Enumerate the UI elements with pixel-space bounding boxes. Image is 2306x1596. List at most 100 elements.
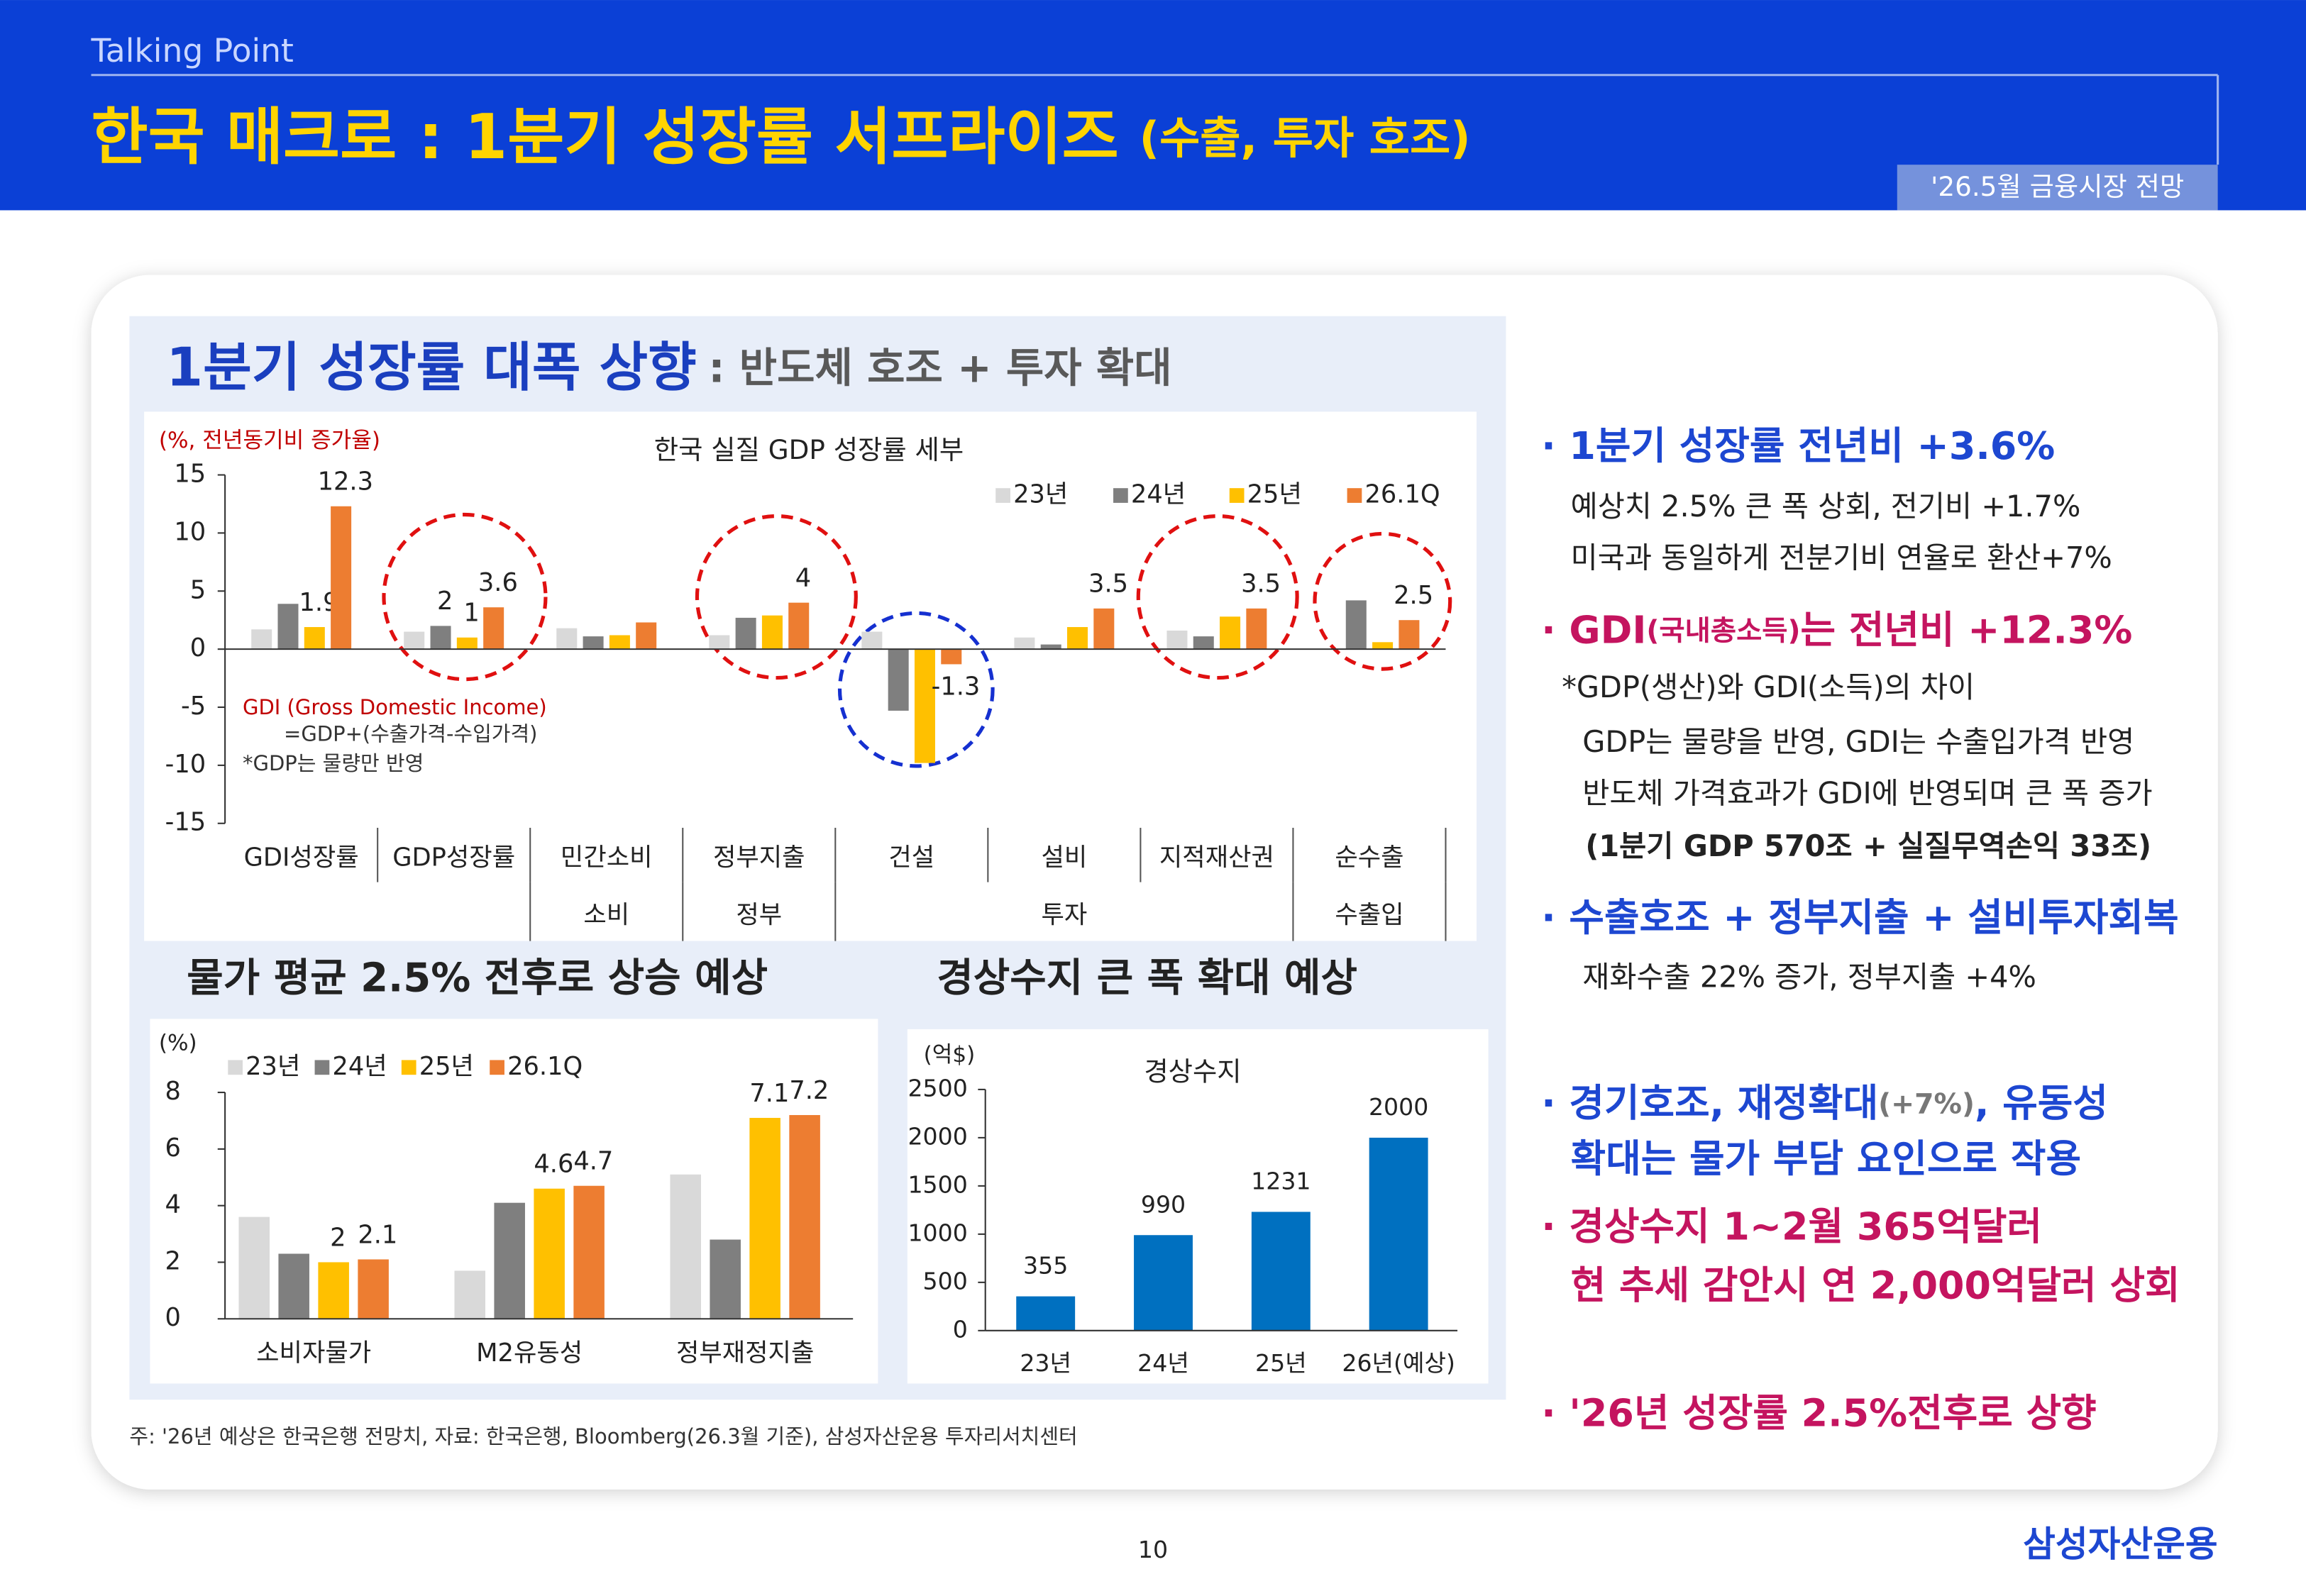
data-label: 2 xyxy=(437,587,453,616)
bar xyxy=(1193,636,1214,650)
bar xyxy=(1399,620,1420,650)
tag-box xyxy=(1897,165,2218,211)
x-tick-label: GDI성장률 xyxy=(244,843,359,872)
bar xyxy=(941,649,962,665)
group-label: 소비 xyxy=(583,900,629,929)
x-tick-label: 설비 xyxy=(1041,843,1087,872)
highlight-circle xyxy=(695,514,858,680)
y-tick-label: 15 xyxy=(174,460,206,489)
data-label: 7.2 xyxy=(789,1076,829,1105)
legend-swatch xyxy=(228,1060,243,1075)
header-label: Talking Point xyxy=(91,32,294,70)
heading-part: , 유동성 xyxy=(1975,1080,2108,1125)
legend-label: 24년 xyxy=(1131,480,1186,509)
data-label: 4.7 xyxy=(573,1147,613,1176)
heading-part: 는 전년비 +12.3% xyxy=(1801,607,2133,652)
heading-part: · 경기호조, 재정확대 xyxy=(1541,1080,1878,1125)
x-tick-label: 소비자물가 xyxy=(256,1339,371,1368)
data-label: 12.3 xyxy=(318,467,373,497)
highlight-circle xyxy=(837,611,995,768)
title-main: 한국 매크로 : 1분기 성장률 서프라이즈 xyxy=(92,101,1119,173)
y-tick-label: 1500 xyxy=(907,1170,967,1198)
y-tick-label: 2 xyxy=(165,1246,181,1275)
bar xyxy=(1093,608,1115,650)
bullet-detail: 반도체 가격효과가 GDI에 반영되며 큰 폭 증가 xyxy=(1582,776,2152,810)
x-tick-label: 정부지출 xyxy=(713,843,805,872)
header-title: 한국 매크로 : 1분기 성장률 서프라이즈 (수출, 투자 호조) xyxy=(92,101,1471,173)
bullet-detail: 예상치 2.5% 큰 폭 상회, 전기비 +1.7% xyxy=(1571,489,2081,523)
bar xyxy=(735,617,756,650)
bullet-detail: *GDP(생산)와 GDI(소득)의 차이 xyxy=(1562,670,1975,704)
data-label: 2 xyxy=(330,1223,346,1252)
bullet-detail: 재화수출 22% 증가, 정부지출 +4% xyxy=(1582,960,2036,994)
x-tick-label: 23년 xyxy=(1020,1349,1071,1377)
highlight-circles xyxy=(382,512,1452,768)
legend-swatch xyxy=(314,1060,330,1075)
x-tick-label: 순수출 xyxy=(1335,843,1403,872)
y-tick-label: 0 xyxy=(190,633,206,663)
bullet-heading: 확대는 물가 부담 요인으로 작용 xyxy=(1571,1136,2081,1181)
unit-label: (억$) xyxy=(924,1042,976,1068)
data-label: 2.5 xyxy=(1394,581,1433,610)
bullet-heading: · 1분기 성장률 전년비 +3.6% xyxy=(1541,423,2055,468)
legend-swatch xyxy=(401,1060,416,1075)
bar xyxy=(404,631,425,650)
data-label: -1.3 xyxy=(932,672,981,702)
bar xyxy=(1040,644,1061,650)
group-label: 수출입 xyxy=(1335,900,1403,929)
chart-title: 한국 실질 GDP 성장률 세부 xyxy=(654,434,964,465)
section-heading: 물가 평균 2.5% 전후로 상승 예상 xyxy=(187,955,768,1002)
bar xyxy=(430,626,451,650)
annotation: *GDP는 물량만 반영 xyxy=(243,751,424,775)
y-tick-label: 5 xyxy=(190,575,206,604)
bar xyxy=(278,1253,309,1319)
unit-label: (%, 전년동기비 증가율) xyxy=(159,428,380,453)
legend-swatch xyxy=(1229,488,1245,503)
y-tick-label: 500 xyxy=(923,1267,968,1295)
chart-bg xyxy=(144,411,1477,941)
data-label: 3.5 xyxy=(1241,570,1281,599)
y-tick-label: 2500 xyxy=(907,1074,967,1102)
legend-label: 26.1Q xyxy=(507,1052,583,1081)
bar xyxy=(861,631,883,650)
bullet-detail: 미국과 동일하게 전분기비 연율로 환산+7% xyxy=(1571,541,2112,575)
bar xyxy=(710,1239,741,1319)
bar xyxy=(483,607,504,650)
x-tick-label: 24년 xyxy=(1137,1349,1189,1377)
chart-title: 경상수지 xyxy=(1144,1056,1241,1087)
bar xyxy=(331,506,352,650)
y-tick-label: 8 xyxy=(165,1077,181,1106)
data-label: 3.5 xyxy=(1088,570,1128,599)
x-tick-label: 건설 xyxy=(888,843,934,872)
x-tick-label: 정부재정지출 xyxy=(676,1339,814,1368)
heading-part: · GDI xyxy=(1541,607,1646,652)
bar xyxy=(556,628,578,650)
title-note: (수출, 투자 호조) xyxy=(1140,112,1471,164)
bar xyxy=(1220,616,1241,650)
bar xyxy=(251,629,272,650)
bar xyxy=(709,635,730,650)
data-label: 4.6 xyxy=(534,1150,573,1179)
bar xyxy=(583,636,604,650)
bar xyxy=(534,1188,565,1319)
y-tick-label: 6 xyxy=(165,1134,181,1163)
section-heading: 경상수지 큰 폭 확대 예상 xyxy=(937,955,1357,1002)
panel-title: 1분기 성장률 대폭 상향: 반도체 호조 + 투자 확대 xyxy=(166,336,1171,398)
bar xyxy=(1134,1235,1193,1331)
data-label: 4 xyxy=(795,563,811,592)
bar xyxy=(573,1185,605,1319)
y-tick-label: -15 xyxy=(165,808,206,837)
x-tick-label: 지적재산권 xyxy=(1159,843,1274,872)
bar xyxy=(888,649,909,711)
bar xyxy=(358,1259,389,1319)
bar xyxy=(788,602,810,650)
bar xyxy=(304,627,325,650)
bar xyxy=(454,1270,485,1319)
heading-part: (국내총소득) xyxy=(1646,614,1800,647)
bar xyxy=(318,1262,349,1319)
bar xyxy=(609,635,630,650)
y-tick-label: 0 xyxy=(165,1303,181,1332)
bar xyxy=(1369,1137,1428,1331)
y-tick-label: 1000 xyxy=(907,1219,967,1246)
bar xyxy=(494,1202,525,1319)
